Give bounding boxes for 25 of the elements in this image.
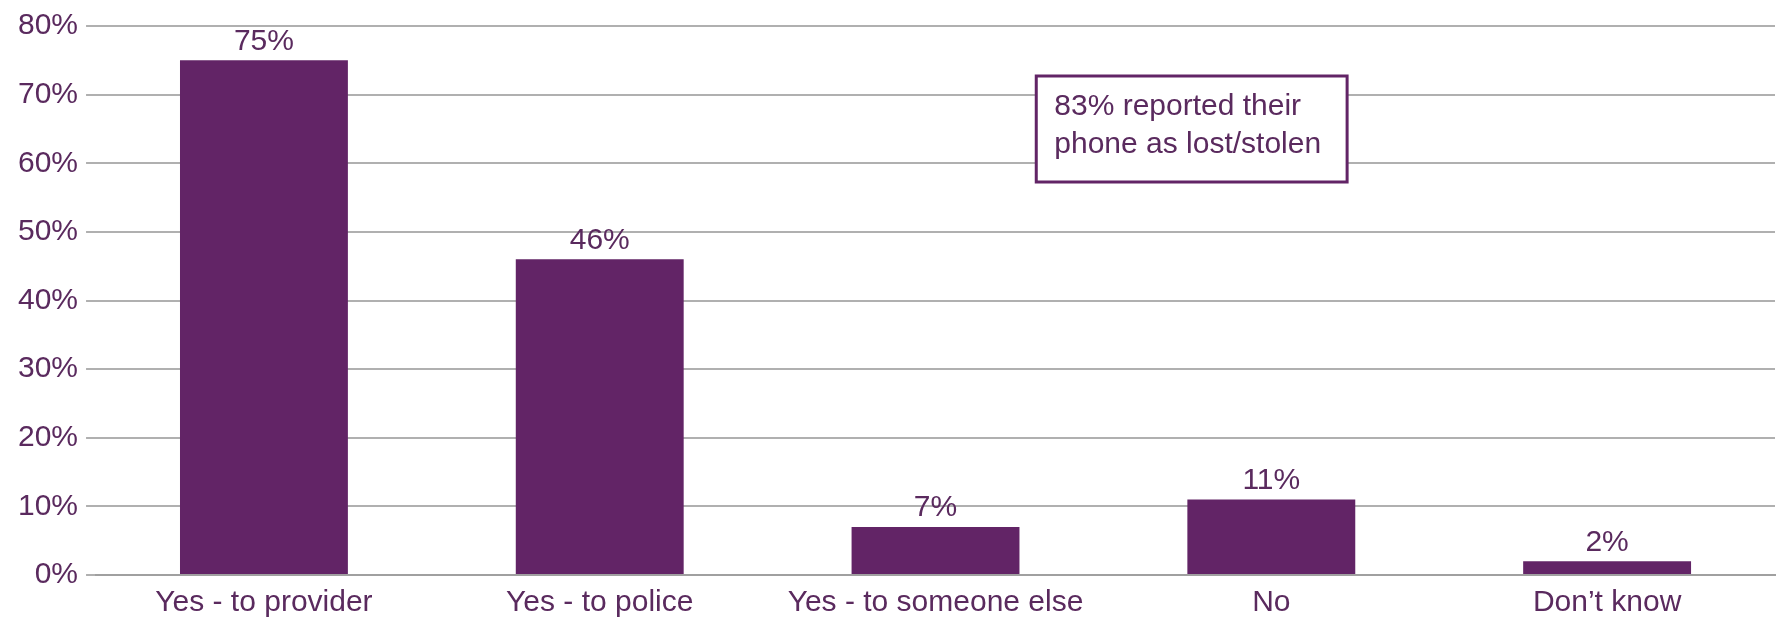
- data-label: 46%: [569, 221, 630, 255]
- x-tick-label: Don’t know: [1532, 584, 1682, 618]
- y-tick-label: 0%: [34, 556, 79, 590]
- data-label: 2%: [1585, 523, 1629, 557]
- data-label: 7%: [913, 489, 958, 523]
- y-tick-label: 20%: [18, 419, 79, 453]
- bar: [851, 526, 1020, 574]
- y-tick-label: 70%: [18, 75, 79, 109]
- bar: [179, 60, 348, 574]
- y-tick-label: 30%: [18, 350, 79, 384]
- y-tick-label: 50%: [18, 213, 79, 247]
- data-label: 11%: [1242, 461, 1301, 495]
- x-tick-label: Yes - to someone else: [787, 584, 1084, 618]
- x-tick-label: No: [1252, 584, 1291, 618]
- annotation: 83% reported their phone as lost/stolen: [1054, 88, 1322, 160]
- y-tick-label: 10%: [18, 487, 79, 521]
- y-tick-label: 80%: [18, 7, 79, 41]
- bar: [1187, 499, 1356, 574]
- x-tick-label: Yes - to police: [506, 584, 694, 618]
- y-tick-label: 40%: [18, 281, 79, 315]
- x-tick-label: Yes - to provider: [155, 584, 373, 618]
- bar: [515, 259, 684, 574]
- bar: [1523, 561, 1692, 574]
- data-label: 75%: [233, 22, 294, 56]
- y-tick-label: 60%: [18, 144, 79, 178]
